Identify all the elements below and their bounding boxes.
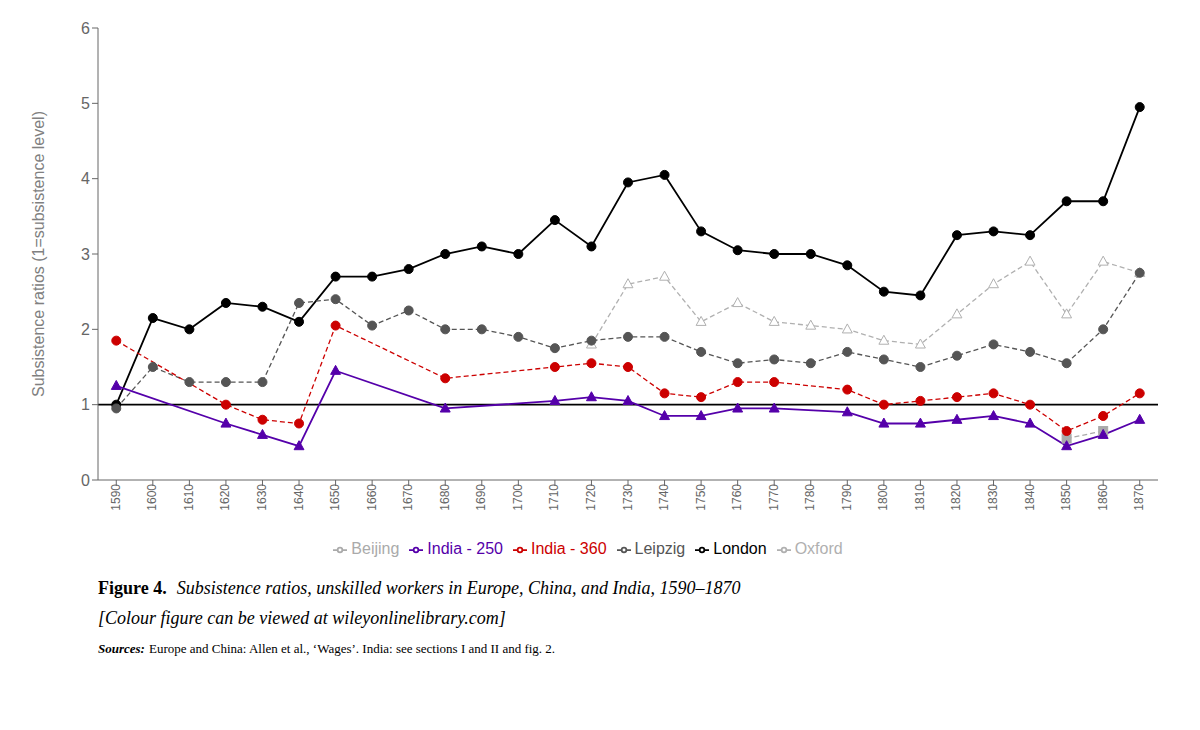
svg-text:1630: 1630	[255, 484, 269, 511]
svg-text:1790: 1790	[840, 484, 854, 511]
svg-text:1670: 1670	[401, 484, 415, 511]
svg-text:1700: 1700	[511, 484, 525, 511]
svg-text:1640: 1640	[292, 484, 306, 511]
html-text:Beijing: Beijing	[351, 540, 400, 557]
svg-text:5: 5	[81, 95, 90, 112]
svg-text:1660: 1660	[365, 484, 379, 511]
svg-text:0: 0	[81, 472, 90, 489]
svg-text:1870: 1870	[1132, 484, 1146, 511]
html-text:Oxford: Oxford	[794, 540, 843, 557]
svg-text:1830: 1830	[986, 484, 1000, 511]
html-text:[Colour figure can be viewed a: [Colour figure can be viewed at wileyonl…	[98, 608, 506, 628]
svg-text:1800: 1800	[876, 484, 890, 511]
svg-text:1710: 1710	[547, 484, 561, 511]
html-text:Leipzig: Leipzig	[634, 540, 686, 557]
svg-text:1650: 1650	[328, 484, 342, 511]
svg-text:1810: 1810	[913, 484, 927, 511]
html-text:Figure 4.: Figure 4.	[98, 578, 167, 598]
svg-text:1860: 1860	[1096, 484, 1110, 511]
svg-text:1610: 1610	[182, 484, 196, 511]
svg-text:1850: 1850	[1059, 484, 1073, 511]
svg-text:Subsistence ratios (1=subsiste: Subsistence ratios (1=subsistence level)	[30, 111, 47, 397]
html-text:Subsistence ratios, unskilled: Subsistence ratios, unskilled workers in…	[176, 578, 741, 598]
svg-text:2: 2	[81, 321, 90, 338]
svg-text:1600: 1600	[145, 484, 159, 511]
html-text:India - 360: India - 360	[531, 540, 607, 557]
svg-text:6: 6	[81, 20, 90, 37]
svg-text:1620: 1620	[218, 484, 232, 511]
svg-text:1690: 1690	[474, 484, 488, 511]
svg-text:1730: 1730	[621, 484, 635, 511]
html-text:Sources: Europe and China: All: Sources: Europe and China: Allen et al.,…	[98, 641, 556, 656]
svg-text:1: 1	[81, 396, 90, 413]
html-text:India - 250: India - 250	[427, 540, 503, 557]
svg-text:4: 4	[81, 170, 90, 187]
svg-text:1770: 1770	[767, 484, 781, 511]
svg-text:1840: 1840	[1023, 484, 1037, 511]
svg-text:1590: 1590	[109, 484, 123, 511]
svg-text:1820: 1820	[949, 484, 963, 511]
svg-text:3: 3	[81, 246, 90, 263]
svg-text:1750: 1750	[694, 484, 708, 511]
svg-text:1740: 1740	[657, 484, 671, 511]
svg-text:1760: 1760	[730, 484, 744, 511]
svg-text:1780: 1780	[803, 484, 817, 511]
svg-text:1680: 1680	[438, 484, 452, 511]
svg-text:1720: 1720	[584, 484, 598, 511]
html-text:London: London	[713, 540, 767, 557]
